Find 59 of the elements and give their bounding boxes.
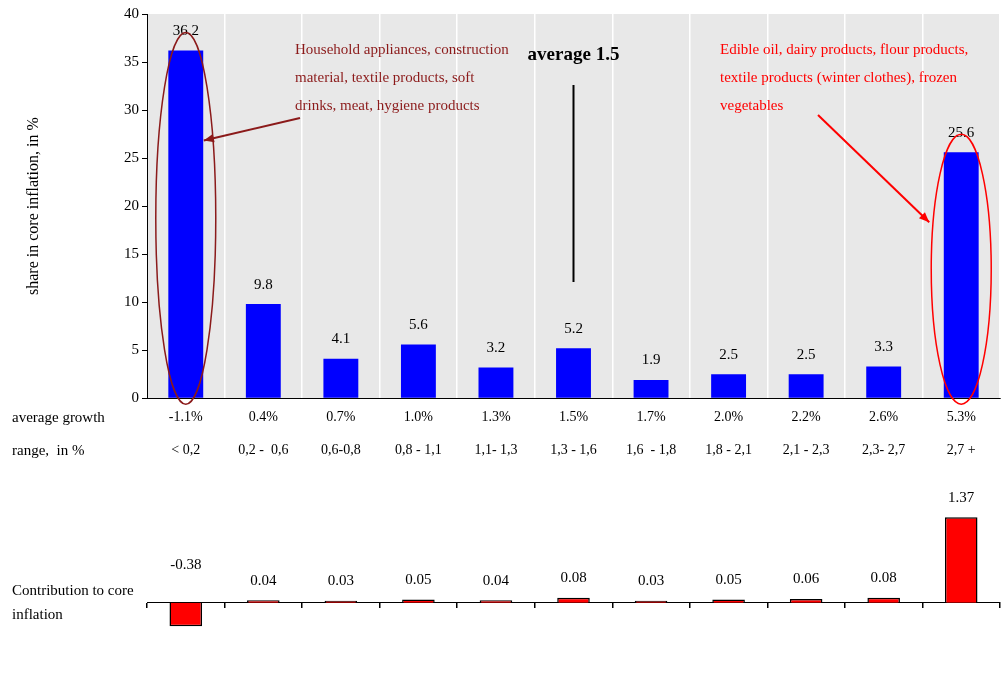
category-label: 0.7% 0,6-0,8 xyxy=(321,409,361,458)
bar xyxy=(168,50,204,398)
annotation: average 1.5 xyxy=(527,42,620,64)
y-tick-label: 10 xyxy=(124,293,139,310)
category-label: 1.3% 1,1- 1,3 xyxy=(474,409,518,458)
data-label: 0.05 xyxy=(405,570,432,587)
data-label: 0.08 xyxy=(560,569,587,586)
category-label: 1.0% 0,8 - 1,1 xyxy=(395,409,442,458)
data-label: 0.03 xyxy=(327,572,354,589)
data-label: 25.6 xyxy=(948,123,975,140)
data-label: 0.04 xyxy=(250,571,277,588)
category-label: 5.3% 2,7 + xyxy=(946,409,976,458)
data-label: -0.38 xyxy=(170,556,202,573)
data-label: 1.37 xyxy=(948,488,975,505)
category-label: -1.1% < 0,2 xyxy=(168,409,203,458)
data-label: 5.6 xyxy=(409,315,429,332)
y-tick-label: 30 xyxy=(124,100,139,117)
y-axis-title: Contribution to core inflation xyxy=(12,581,134,622)
category-label: 0.4% 0,2 - 0,6 xyxy=(238,409,289,458)
y-tick-label: 0 xyxy=(131,389,139,406)
bar xyxy=(866,366,902,398)
category-label: 2.2% 2,1 - 2,3 xyxy=(782,409,830,458)
data-label: 1.9 xyxy=(641,351,661,368)
data-label: 0.05 xyxy=(715,570,742,587)
bar xyxy=(633,379,669,398)
data-label: 0.08 xyxy=(870,569,897,586)
y-tick-label: 15 xyxy=(124,245,139,262)
bar xyxy=(400,344,436,398)
data-label: 3.2 xyxy=(486,338,506,355)
y-tick-label: 20 xyxy=(124,197,139,214)
bar xyxy=(711,374,747,398)
data-label: 2.5 xyxy=(796,345,816,362)
bar xyxy=(245,304,281,398)
data-label: 3.3 xyxy=(874,337,894,354)
bar xyxy=(788,374,824,398)
data-label: 2.5 xyxy=(719,345,738,362)
bar xyxy=(478,367,514,398)
bar xyxy=(556,348,591,398)
annotation: Household appliances, construction material, textile products, soft drinks, meat, hygiene products xyxy=(295,40,510,113)
annotation: Edible oil, dairy products, flour products, textile products (winter clothes), frozen vegetables xyxy=(720,40,973,113)
y-tick-label: 35 xyxy=(124,52,139,69)
data-label: 0.04 xyxy=(482,571,510,588)
bar xyxy=(323,358,359,398)
data-label: 5.2 xyxy=(564,319,583,336)
y-axis-title: share in core inflation, in % xyxy=(23,117,41,295)
category-label: 1.5% 1,3 - 1,6 xyxy=(550,409,597,458)
bar xyxy=(943,152,979,398)
y-tick-label: 25 xyxy=(124,149,139,166)
data-label: 0.03 xyxy=(637,572,665,589)
category-label: 1.7% 1,6 - 1,8 xyxy=(625,409,677,458)
y-tick-label: 5 xyxy=(131,341,139,358)
category-label: 2.0% 1,8 - 2,1 xyxy=(705,409,752,458)
data-label: 9.8 xyxy=(253,275,273,292)
x-axis-title: average growth range, in % xyxy=(12,409,106,459)
data-label: 4.1 xyxy=(331,330,351,347)
y-tick-label: 40 xyxy=(124,4,139,21)
data-label: 36.2 xyxy=(172,21,199,38)
category-label: 2.6% 2,3- 2,7 xyxy=(862,409,906,458)
data-label: 0.06 xyxy=(793,570,820,587)
